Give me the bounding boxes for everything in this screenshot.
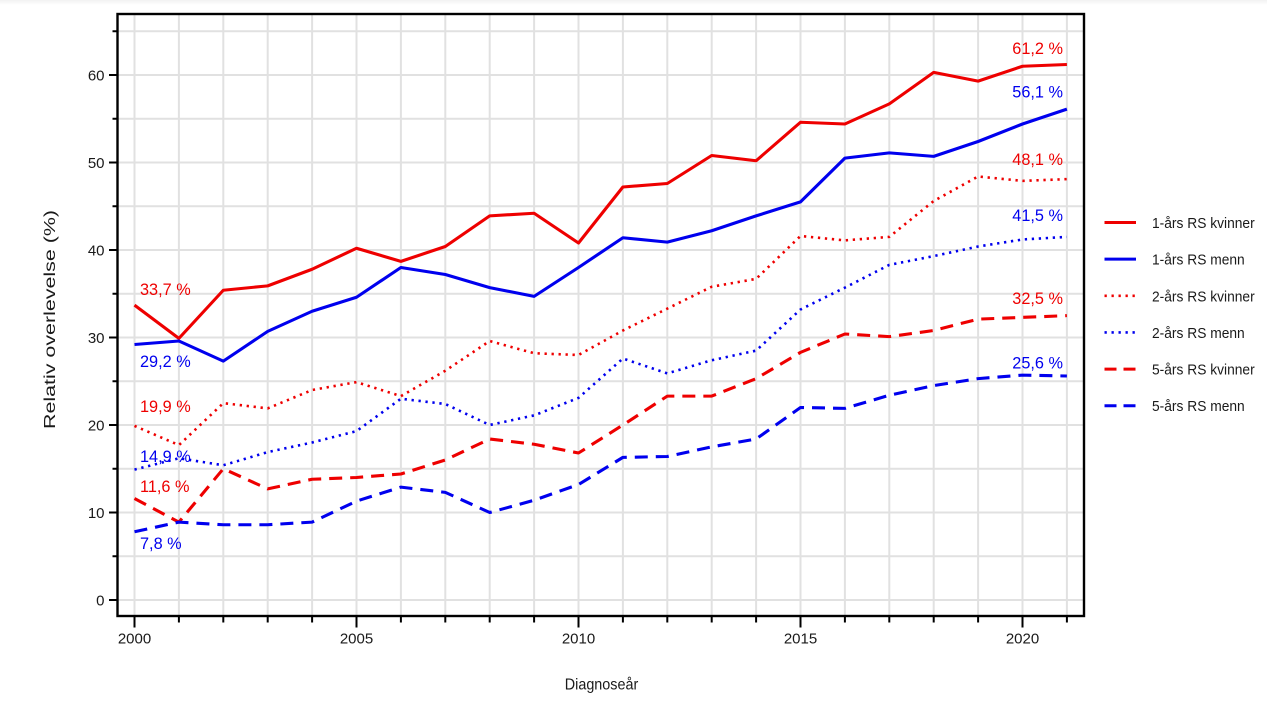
- svg-text:1-års RS menn: 1-års RS menn: [1152, 252, 1245, 269]
- svg-text:Diagnoseår: Diagnoseår: [565, 676, 639, 694]
- svg-text:11,6 %: 11,6 %: [140, 478, 189, 496]
- svg-text:40: 40: [88, 243, 105, 260]
- svg-text:60: 60: [88, 68, 105, 85]
- svg-text:2020: 2020: [1006, 631, 1039, 648]
- svg-text:33,7 %: 33,7 %: [140, 281, 191, 299]
- svg-text:32,5 %: 32,5 %: [1012, 290, 1063, 308]
- svg-text:10: 10: [88, 505, 105, 522]
- svg-text:30: 30: [88, 330, 105, 347]
- svg-text:7,8 %: 7,8 %: [140, 535, 182, 553]
- svg-text:19,9 %: 19,9 %: [140, 398, 191, 416]
- svg-text:29,2 %: 29,2 %: [140, 353, 191, 371]
- svg-text:Relativ overlevelse (%): Relativ overlevelse (%): [42, 210, 59, 429]
- svg-text:41,5 %: 41,5 %: [1012, 207, 1063, 225]
- svg-text:2000: 2000: [118, 631, 151, 648]
- svg-text:2-års RS kvinner: 2-års RS kvinner: [1152, 288, 1255, 305]
- svg-text:0: 0: [96, 593, 104, 610]
- svg-text:5-års RS menn: 5-års RS menn: [1152, 398, 1245, 415]
- svg-text:50: 50: [88, 155, 105, 172]
- svg-text:2015: 2015: [784, 631, 817, 648]
- svg-text:20: 20: [88, 418, 105, 435]
- svg-text:48,1 %: 48,1 %: [1012, 151, 1063, 169]
- svg-text:56,1 %: 56,1 %: [1012, 84, 1063, 102]
- svg-text:25,6 %: 25,6 %: [1012, 355, 1063, 373]
- svg-text:2005: 2005: [340, 631, 373, 648]
- svg-text:5-års RS kvinner: 5-års RS kvinner: [1152, 362, 1255, 379]
- svg-text:14,9 %: 14,9 %: [140, 448, 191, 466]
- svg-text:2-års RS menn: 2-års RS menn: [1152, 325, 1245, 342]
- svg-text:61,2 %: 61,2 %: [1012, 40, 1063, 58]
- svg-text:1-års RS kvinner: 1-års RS kvinner: [1152, 215, 1255, 232]
- svg-text:2010: 2010: [562, 631, 595, 648]
